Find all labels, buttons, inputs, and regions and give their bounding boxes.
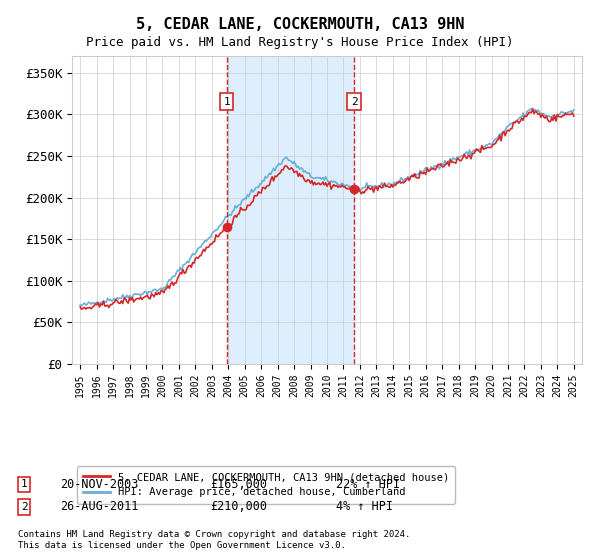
Text: 26-AUG-2011: 26-AUG-2011 [60,500,139,514]
Text: £165,000: £165,000 [210,478,267,491]
Text: 5, CEDAR LANE, COCKERMOUTH, CA13 9HN: 5, CEDAR LANE, COCKERMOUTH, CA13 9HN [136,17,464,32]
Text: 20-NOV-2003: 20-NOV-2003 [60,478,139,491]
Legend: 5, CEDAR LANE, COCKERMOUTH, CA13 9HN (detached house), HPI: Average price, detac: 5, CEDAR LANE, COCKERMOUTH, CA13 9HN (de… [77,466,455,503]
Text: This data is licensed under the Open Government Licence v3.0.: This data is licensed under the Open Gov… [18,541,346,550]
Text: Price paid vs. HM Land Registry's House Price Index (HPI): Price paid vs. HM Land Registry's House … [86,36,514,49]
Text: 1: 1 [223,97,230,107]
Text: 4% ↑ HPI: 4% ↑ HPI [336,500,393,514]
Bar [227,56,354,364]
Text: Contains HM Land Registry data © Crown copyright and database right 2024.: Contains HM Land Registry data © Crown c… [18,530,410,539]
Text: £210,000: £210,000 [210,500,267,514]
Text: 1: 1 [20,479,28,489]
Text: 2: 2 [20,502,28,512]
Text: 2: 2 [351,97,358,107]
Text: 22% ↑ HPI: 22% ↑ HPI [336,478,400,491]
